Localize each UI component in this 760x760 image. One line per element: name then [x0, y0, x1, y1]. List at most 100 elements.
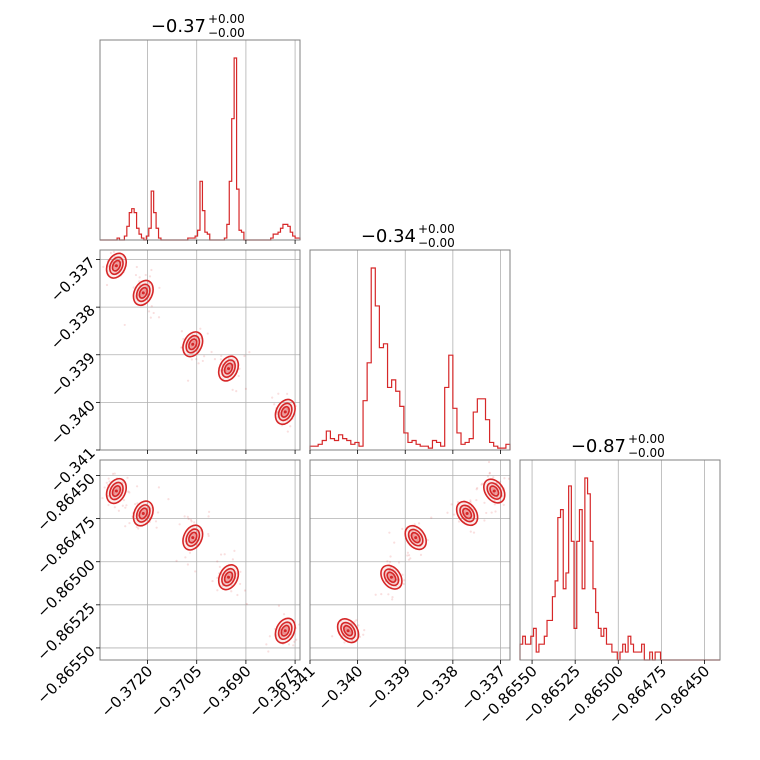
cluster-center — [141, 511, 145, 515]
title-value-1: −0.37 — [151, 16, 206, 37]
sample-point — [388, 560, 392, 564]
sample-point — [149, 316, 152, 319]
sample-point — [396, 578, 399, 582]
sample-point — [406, 551, 410, 554]
sample-point — [238, 367, 241, 370]
sample-point — [136, 502, 139, 505]
sample-point — [244, 387, 247, 390]
sample-point — [292, 644, 295, 647]
sample-point — [135, 485, 139, 488]
sample-point — [157, 486, 161, 489]
sample-point — [430, 516, 433, 519]
sample-point — [183, 515, 186, 518]
sample-point — [388, 531, 391, 534]
sample-point — [487, 460, 491, 464]
sample-point — [157, 316, 161, 319]
sample-point — [109, 251, 113, 255]
sample-point — [407, 558, 411, 561]
sample-point — [216, 576, 219, 579]
sample-point — [193, 336, 196, 339]
sample-point — [237, 374, 240, 378]
sample-point — [265, 643, 268, 646]
y-tick-label-param2: −0.338 — [47, 301, 99, 353]
sample-point — [457, 520, 461, 523]
sample-point — [182, 337, 185, 341]
title-minus-1: −0.00 — [208, 26, 245, 40]
sample-point — [472, 531, 476, 534]
sample-point — [409, 557, 412, 560]
sample-point — [134, 273, 138, 277]
title-plus-1: +0.00 — [208, 12, 245, 26]
sample-point — [156, 511, 160, 514]
sample-point — [121, 481, 124, 484]
sample-point — [189, 518, 193, 521]
sample-point — [426, 538, 429, 542]
sample-point — [207, 534, 210, 538]
sample-point — [138, 276, 141, 279]
sample-point — [211, 579, 214, 583]
sample-point — [199, 529, 202, 532]
sample-point — [219, 358, 222, 361]
sample-point — [190, 520, 193, 523]
x-tick-label-param1: −0.3705 — [147, 662, 206, 721]
sample-point — [380, 593, 383, 596]
panel-frame — [309, 459, 511, 661]
sample-point — [107, 477, 110, 480]
sample-point — [469, 499, 472, 502]
sample-point — [105, 481, 108, 484]
sample-point — [150, 268, 153, 272]
panel-frame — [309, 249, 511, 451]
sample-point — [289, 425, 292, 428]
sample-point — [386, 560, 389, 563]
sample-point — [216, 560, 219, 563]
cluster-center — [283, 629, 287, 633]
sample-point — [413, 523, 416, 526]
sample-point — [122, 499, 126, 502]
cluster-center — [492, 489, 496, 493]
sample-point — [488, 471, 491, 474]
histogram-line-1 — [100, 57, 301, 241]
sample-point — [417, 522, 421, 525]
sample-point — [207, 532, 210, 536]
sample-point — [401, 573, 404, 576]
sample-point — [210, 350, 213, 354]
sample-point — [207, 510, 211, 513]
title-plus-2: +0.00 — [418, 222, 455, 236]
sample-point — [144, 289, 148, 292]
sample-point — [187, 517, 190, 521]
sample-point — [154, 520, 158, 523]
sample-point — [393, 541, 396, 544]
x-tick-label-param2: −0.339 — [362, 662, 414, 714]
sample-point — [223, 553, 226, 556]
sample-point — [239, 582, 242, 586]
histogram-panel-1: −0.37 +0.00−0.00 — [99, 12, 301, 244]
cluster-center — [389, 575, 393, 579]
scatter-panel-3-2 — [309, 459, 511, 664]
sample-point — [113, 472, 116, 475]
sample-point — [483, 519, 486, 522]
sample-point — [148, 275, 152, 278]
sample-point — [236, 593, 239, 597]
sample-point — [105, 283, 109, 287]
sample-point — [374, 593, 377, 596]
cluster-center — [227, 367, 231, 371]
panel-frame — [519, 459, 721, 661]
sample-point — [150, 305, 153, 308]
sample-point — [186, 563, 189, 566]
y-tick-label-param2: −0.337 — [47, 254, 99, 306]
sample-point — [268, 635, 271, 638]
sample-point — [481, 482, 484, 485]
sample-point — [293, 640, 296, 643]
sample-point — [223, 582, 226, 585]
cluster-center — [191, 342, 195, 346]
sample-point — [107, 503, 110, 507]
sample-point — [113, 492, 116, 495]
panel-frame — [99, 459, 301, 661]
sample-point — [184, 556, 187, 559]
sample-point — [108, 480, 111, 483]
sample-point — [193, 521, 196, 524]
title-value-2: −0.34 — [361, 226, 416, 247]
sample-point — [503, 477, 506, 480]
panel-frame — [99, 39, 301, 241]
